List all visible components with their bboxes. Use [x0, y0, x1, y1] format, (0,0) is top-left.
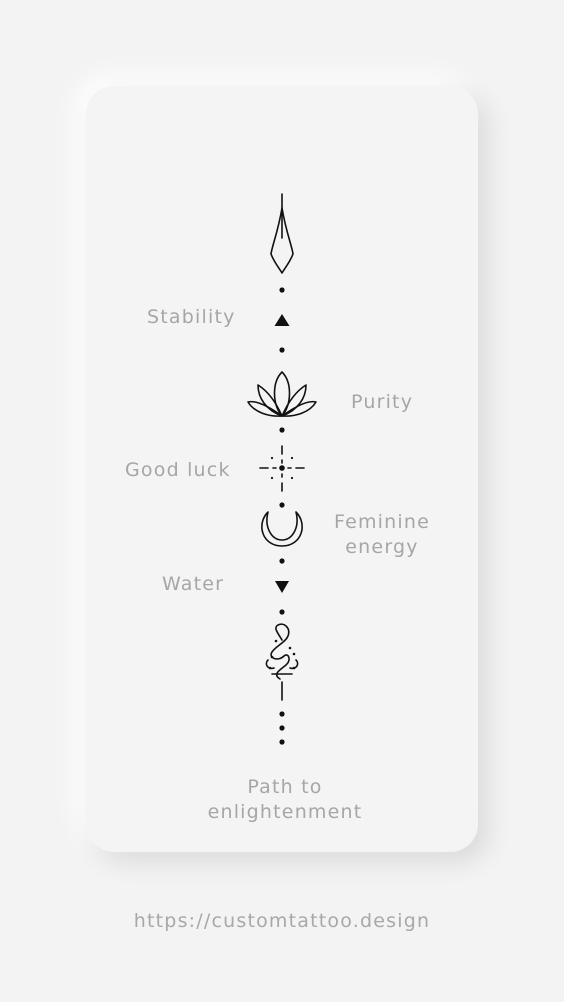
triangle-up-icon: [274, 314, 290, 326]
dot-group-4: [279, 558, 285, 564]
label-path-line2: enlightenment: [207, 801, 363, 823]
dot-group-5: [279, 609, 285, 615]
label-good-luck: Good luck: [125, 459, 231, 481]
label-feminine-energy: Feminine energy: [330, 510, 434, 560]
dot-group-6: [279, 711, 285, 745]
lotus-icon: [247, 371, 317, 417]
triangle-down-icon: [275, 581, 289, 593]
label-feminine-line1: Feminine: [333, 511, 431, 533]
spear-tip-icon: [270, 193, 294, 274]
crescent-moon-icon: [261, 511, 303, 547]
dot-group-1: [279, 287, 285, 353]
dot-group-3: [279, 502, 285, 508]
label-path-line1: Path to: [247, 776, 323, 798]
label-water: Water: [162, 573, 225, 595]
footer-url[interactable]: https://customtattoo.design: [133, 910, 431, 932]
label-purity: Purity: [351, 391, 414, 413]
label-path-to-enlightenment: Path to enlightenment: [200, 775, 370, 825]
unalome-icon: [265, 623, 299, 701]
sparkle-icon: [259, 445, 305, 492]
label-stability: Stability: [147, 306, 236, 328]
dot-group-2: [279, 427, 285, 433]
label-feminine-line2: energy: [345, 536, 419, 558]
